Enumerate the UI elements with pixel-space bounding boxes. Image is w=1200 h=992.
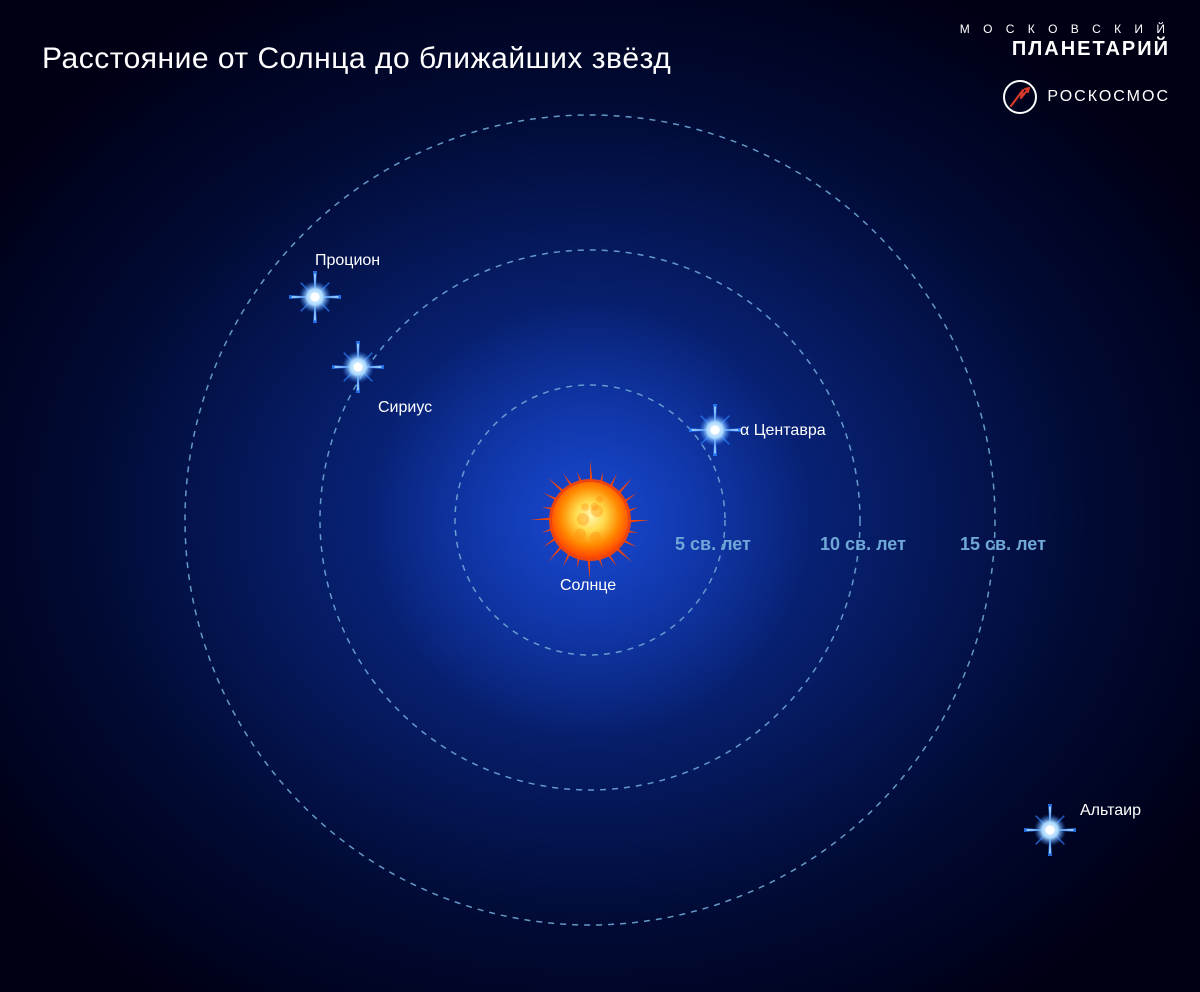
- planetarium-line2: ПЛАНЕТАРИЙ: [960, 38, 1170, 61]
- roscosmos-icon: [1003, 80, 1037, 114]
- page-title: Расстояние от Солнца до ближайших звёзд: [42, 42, 671, 76]
- planetarium-line1: М О С К О В С К И Й: [960, 22, 1170, 36]
- roscosmos-logo: РОСКОСМОС: [1003, 80, 1170, 114]
- star-label-altair: Альтаир: [1080, 802, 1141, 819]
- planetarium-logo: М О С К О В С К И Й ПЛАНЕТАРИЙ: [960, 22, 1170, 61]
- star-label-procyon: Процион: [315, 252, 380, 269]
- infographic-stage: 5 св. лет 10 св. лет 15 св. лет Солнце α Цен…: [0, 0, 1200, 992]
- arrow-icon: [1009, 86, 1031, 108]
- roscosmos-label: РОСКОСМОС: [1047, 88, 1170, 106]
- star-label-sirius: Сириус: [378, 399, 432, 416]
- diagram-svg: 5 св. лет 10 св. лет 15 св. лет Солнце α Цен…: [0, 0, 1200, 992]
- sun-label: Солнце: [560, 577, 616, 594]
- sun: [530, 460, 650, 580]
- star-label-alpha-centauri: α Центавра: [740, 422, 826, 439]
- ring-label-1: 5 св. лет: [675, 534, 751, 554]
- ring-label-3: 15 св. лет: [960, 534, 1046, 554]
- ring-label-2: 10 св. лет: [820, 534, 906, 554]
